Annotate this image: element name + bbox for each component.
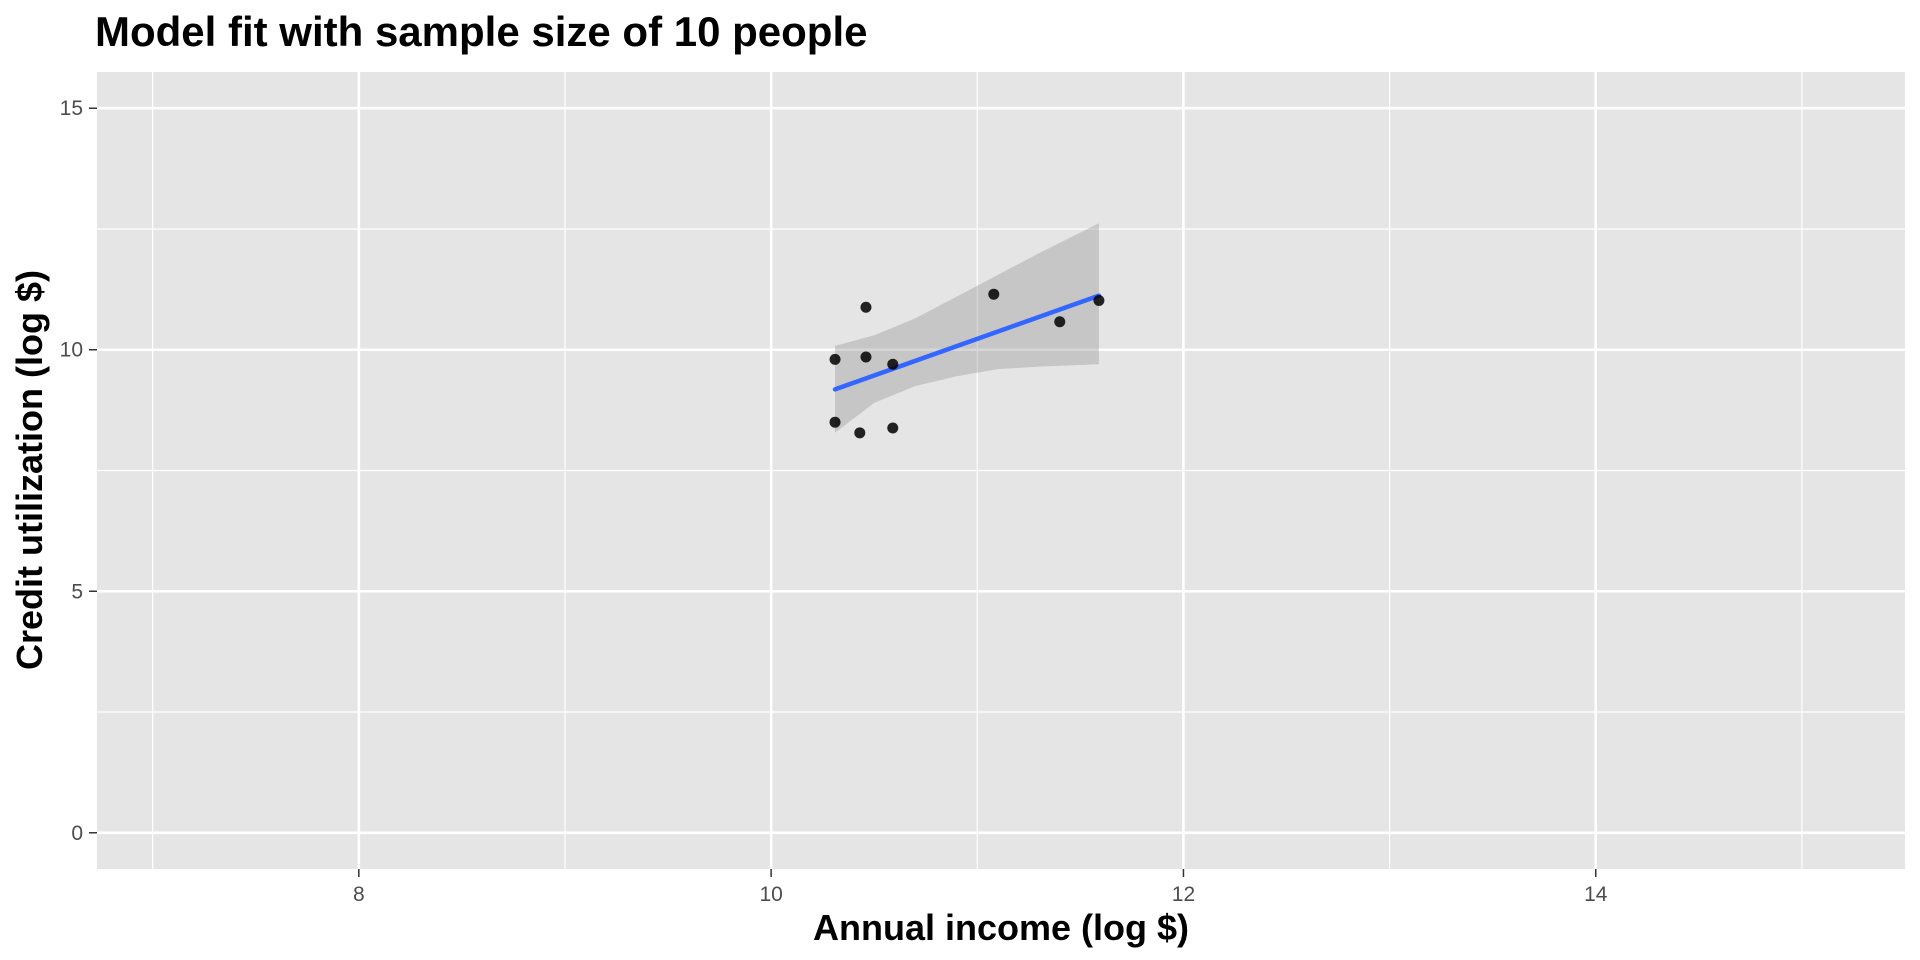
y-tick-label: 10 (60, 339, 83, 362)
x-tick-label: 10 (759, 883, 782, 906)
data-point (860, 301, 872, 313)
data-point (988, 288, 1000, 300)
data-point (829, 416, 841, 428)
y-axis-title: Credit utilization (log $) (9, 270, 50, 670)
x-tick-label: 14 (1584, 883, 1608, 906)
data-point (887, 358, 899, 370)
data-point (1054, 316, 1066, 328)
chart-title: Model fit with sample size of 10 people (95, 8, 867, 55)
x-axis-ticks: 8 10 12 14 (353, 869, 1608, 906)
confidence-band (835, 223, 1099, 433)
x-axis-title: Annual income (log $) (813, 907, 1189, 948)
y-tick-label: 5 (71, 580, 83, 603)
data-point (854, 427, 866, 439)
x-tick-label: 8 (353, 883, 365, 906)
data-point (860, 351, 872, 363)
data-point (829, 353, 841, 365)
regression-line (832, 293, 1102, 392)
data-point (887, 422, 899, 434)
major-gridlines (97, 72, 1905, 869)
data-point (1093, 294, 1105, 306)
x-tick-label: 12 (1172, 883, 1195, 906)
y-axis-ticks: 0 5 10 15 (60, 97, 97, 845)
minor-gridlines (97, 72, 1905, 869)
data-points (829, 288, 1105, 439)
y-tick-label: 0 (71, 822, 83, 845)
y-tick-label: 15 (60, 97, 83, 120)
